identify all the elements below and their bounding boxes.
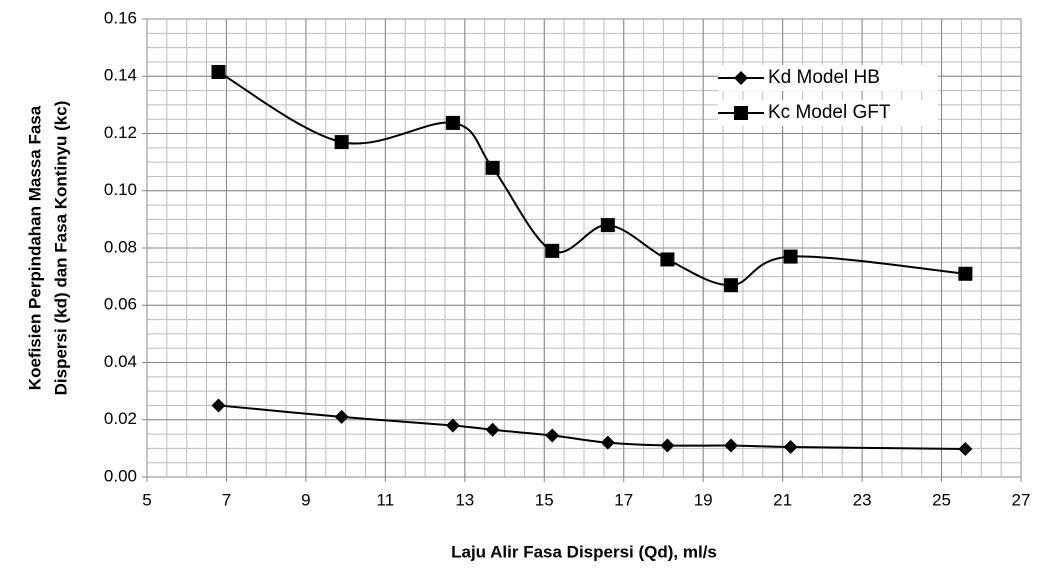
y-tick-label: 0.00 (104, 466, 137, 485)
marker (958, 266, 973, 281)
y-tick-label: 0.08 (104, 237, 137, 256)
marker (600, 218, 615, 233)
x-tick-label: 21 (773, 490, 792, 509)
y-tick-label: 0.10 (104, 180, 137, 199)
marker (660, 252, 675, 267)
x-axis-label: Laju Alir Fasa Dispersi (Qd), ml/s (451, 542, 717, 561)
legend-label: Kd Model HB (768, 67, 880, 88)
x-tick-label: 13 (455, 490, 474, 509)
marker (334, 409, 349, 424)
legend-label: Kc Model GFT (768, 102, 891, 123)
marker (600, 435, 615, 450)
marker (783, 249, 798, 264)
y-axis-label: Koefisien Perpindahan Massa Fasa (25, 105, 44, 390)
x-tick-label: 27 (1012, 490, 1031, 509)
marker (211, 64, 226, 79)
x-tick-label: 23 (853, 490, 872, 509)
marker (334, 135, 349, 150)
marker (445, 418, 460, 433)
y-tick-label: 0.16 (104, 8, 137, 27)
marker (445, 115, 460, 130)
plot-border (146, 18, 1022, 478)
x-tick-label: 25 (932, 490, 951, 509)
marker (723, 278, 738, 293)
marker (958, 441, 973, 456)
x-tick-label: 19 (694, 490, 713, 509)
series-line (218, 71, 966, 287)
marker (485, 422, 500, 437)
x-tick-label: 15 (535, 490, 554, 509)
marker (485, 160, 500, 175)
marker (783, 439, 798, 454)
series-line (218, 404, 966, 450)
y-tick-label: 0.12 (104, 123, 137, 142)
marker (723, 438, 738, 453)
marker (734, 71, 748, 85)
marker (545, 243, 560, 258)
y-tick-label: 0.02 (104, 409, 137, 428)
x-tick-label: 11 (377, 490, 395, 509)
x-tick-label: 5 (142, 490, 151, 509)
y-tick-label: 0.14 (104, 66, 137, 85)
marker (660, 438, 675, 453)
y-tick-label: 0.04 (104, 352, 137, 371)
x-tick-label: 7 (222, 490, 231, 509)
marker (734, 106, 748, 120)
y-axis-label: Dispersi (kd) dan Fasa Kontinyu (kc) (51, 101, 70, 396)
marker (211, 398, 226, 413)
marker (545, 428, 560, 443)
y-tick-label: 0.06 (104, 295, 137, 314)
x-tick-label: 17 (614, 490, 633, 509)
x-tick-label: 9 (301, 490, 310, 509)
